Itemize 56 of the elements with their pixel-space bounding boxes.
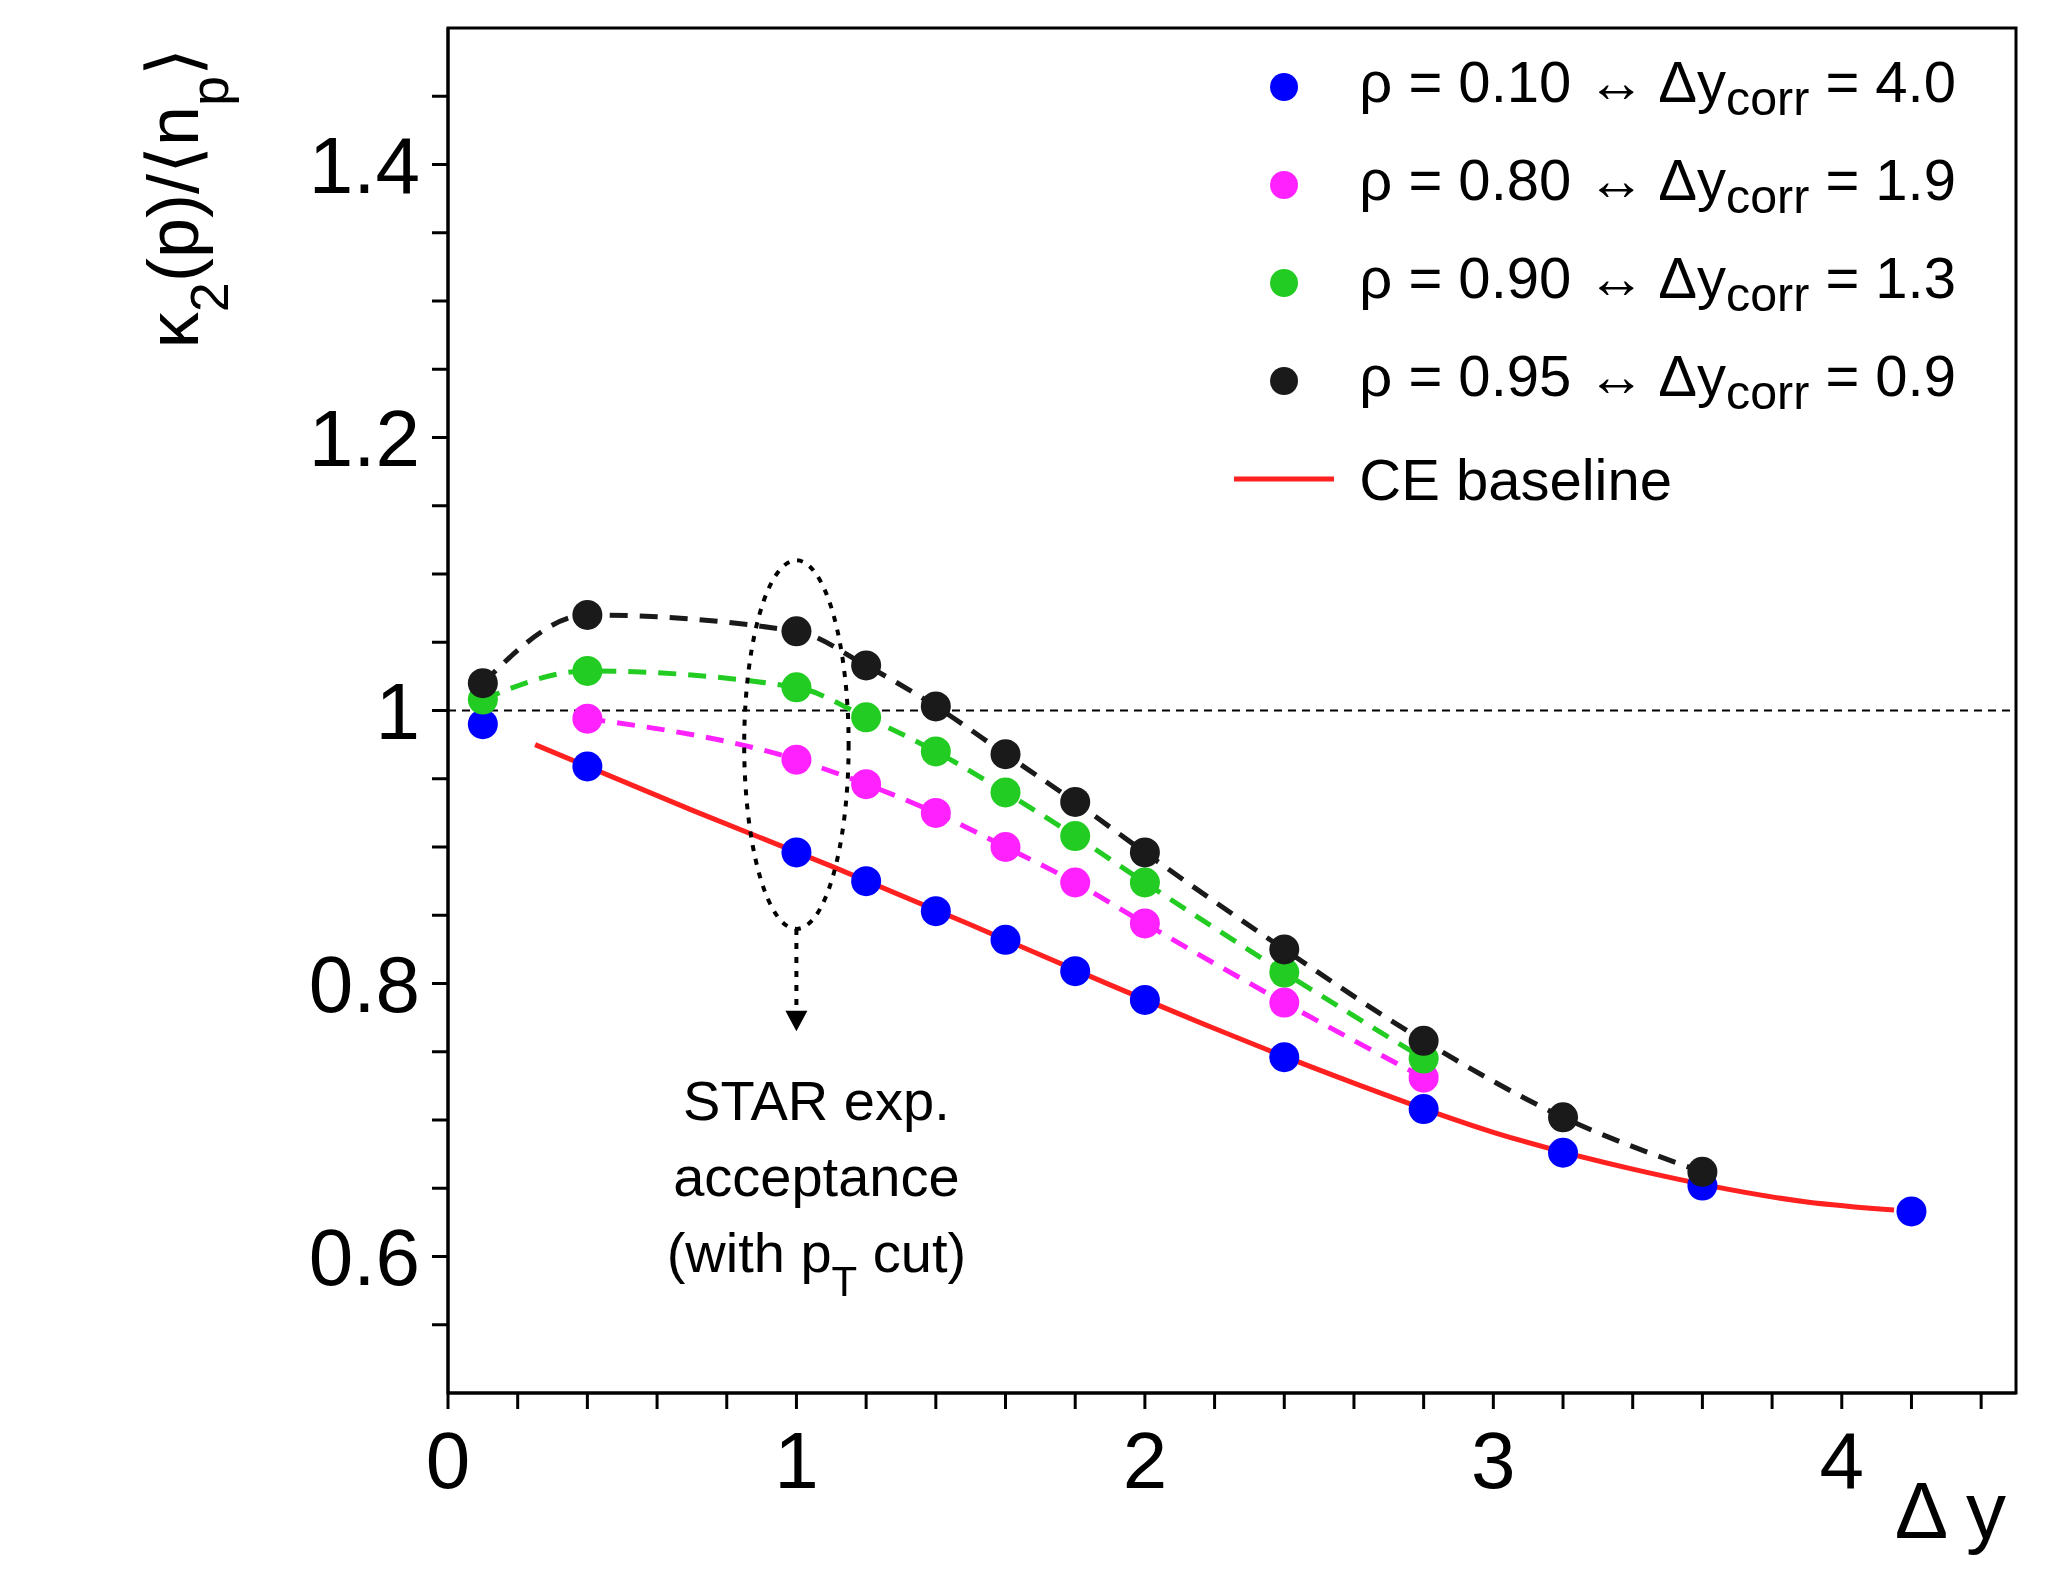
legend-label: ρ = 0.90 ↔ Δy$_{corr}$ = 1.3 — [1359, 244, 1956, 322]
point — [990, 924, 1021, 955]
point — [990, 777, 1021, 808]
point — [1060, 956, 1091, 987]
point — [1129, 908, 1160, 939]
annotation: STAR exp. acceptance (with p$_{T}$ cut) — [666, 1069, 967, 1305]
point — [781, 744, 812, 775]
point — [1269, 934, 1300, 965]
y-tick-label: 1.2 — [308, 393, 420, 483]
point — [920, 896, 951, 927]
point — [1129, 837, 1160, 868]
x-tick-label: 2 — [1122, 1415, 1168, 1505]
point — [781, 616, 812, 647]
y-tick-label: 0.8 — [308, 939, 420, 1029]
point — [1060, 786, 1091, 817]
point — [467, 668, 498, 699]
y-tick-label: 0.6 — [308, 1212, 420, 1302]
point — [1548, 1102, 1579, 1133]
point — [572, 703, 603, 734]
point — [467, 709, 498, 740]
point — [572, 751, 603, 782]
point — [1896, 1196, 1927, 1227]
point — [1269, 1042, 1300, 1073]
point — [1408, 1025, 1439, 1056]
y-tick-label: 1.4 — [308, 120, 420, 210]
point — [920, 797, 951, 828]
point — [1269, 987, 1300, 1018]
point — [572, 655, 603, 686]
point — [1687, 1156, 1718, 1187]
legend-label: ρ = 0.10 ↔ Δy$_{corr}$ = 4.0 — [1359, 48, 1956, 126]
point — [920, 736, 951, 767]
x-axis-title: Δ y — [1894, 1466, 2006, 1555]
x-tick-label: 4 — [1819, 1415, 1865, 1505]
y-tick-label: 1 — [375, 666, 420, 756]
point — [781, 672, 812, 703]
x-tick-label: 3 — [1471, 1415, 1516, 1505]
point — [572, 599, 603, 630]
point — [1129, 867, 1160, 898]
point — [1548, 1137, 1579, 1168]
point — [990, 832, 1021, 862]
point — [1408, 1094, 1439, 1125]
point — [851, 866, 882, 897]
point — [851, 702, 882, 733]
point — [1129, 984, 1160, 1015]
point — [781, 837, 812, 868]
point — [1060, 867, 1091, 898]
legend-label: CE baseline — [1359, 445, 1673, 513]
x-tick-label: 1 — [774, 1415, 819, 1505]
x-tick-label: 0 — [425, 1415, 471, 1505]
point — [990, 739, 1021, 770]
point — [851, 650, 882, 681]
legend-label: ρ = 0.80 ↔ Δy$_{corr}$ = 1.9 — [1359, 146, 1956, 224]
point — [851, 769, 882, 800]
point — [920, 691, 951, 722]
point — [1060, 821, 1091, 852]
legend-label: ρ = 0.95 ↔ Δy$_{corr}$ = 0.9 — [1359, 342, 1956, 420]
